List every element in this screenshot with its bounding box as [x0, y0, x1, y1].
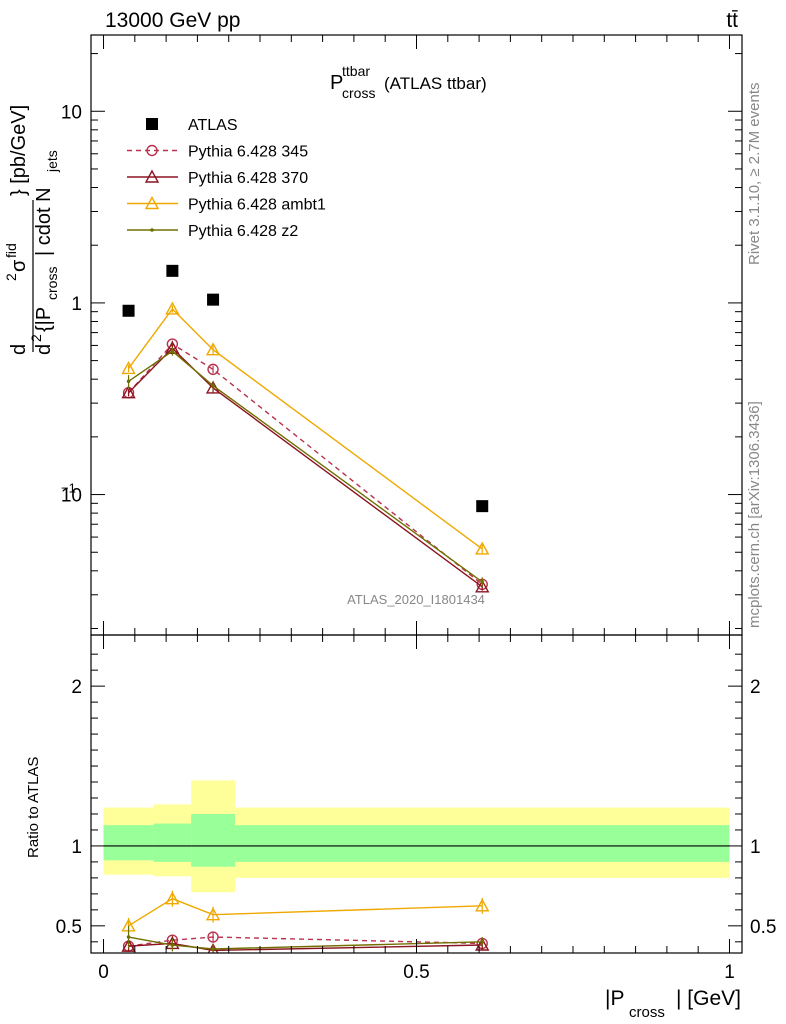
uncertainty-band-green — [153, 823, 192, 862]
ratio-point — [165, 891, 180, 905]
ratio-panel-frame — [90, 634, 743, 954]
series-line — [128, 347, 483, 588]
y-label-denominator-sub: cross — [44, 267, 60, 300]
legend-marker — [150, 228, 154, 232]
y-tick-label-exponent: −1 — [61, 481, 76, 496]
y-label-sigma: σ — [8, 259, 30, 272]
legend-marker — [146, 144, 158, 157]
plot-title-suffix: (ATLAS ttbar) — [384, 74, 487, 93]
legend-label: ATLAS — [188, 117, 238, 134]
y-label-units: } [pb/GeV] — [8, 105, 30, 196]
series-point — [211, 383, 215, 388]
x-tick-label: 1 — [724, 962, 735, 983]
y-tick-label: 10 — [61, 102, 82, 123]
y-tick-label: 1 — [71, 294, 82, 315]
y-label-sigma-sup2: fid — [3, 243, 19, 258]
uncertainty-band-green — [234, 825, 730, 862]
data-point — [166, 264, 179, 277]
plot-title-superscript: ttbar — [342, 63, 370, 79]
ratio-point — [207, 942, 219, 953]
series-point — [475, 579, 490, 593]
rivet-version-label: Rivet 3.1.10, ≥ 2.7M events — [746, 83, 763, 266]
y-tick-label: 10 — [61, 486, 82, 507]
ratio-line — [128, 936, 483, 947]
ratio-point — [475, 898, 490, 912]
legend-marker — [146, 118, 158, 130]
x-axis-label: |P cross | [GeV] — [605, 987, 741, 1021]
series-point — [480, 580, 485, 584]
ratio-y-tick-label-right: 1 — [750, 837, 761, 858]
ratio-point — [211, 947, 215, 951]
analysis-id-label: ATLAS_2020_I1801434 — [347, 592, 485, 607]
plot-title-main: P — [330, 72, 343, 94]
ratio-point — [475, 937, 490, 951]
y-label-d-bottom: d — [33, 344, 55, 355]
series-point — [126, 379, 131, 384]
ratio-line — [128, 897, 483, 927]
ratio-line — [128, 936, 483, 950]
ratio-y-tick-label-right: 2 — [750, 677, 761, 698]
series-point — [121, 385, 136, 399]
plot-title-subscript: cross — [342, 85, 375, 101]
x-label-main: |P — [605, 987, 624, 1010]
ratio-point — [121, 938, 136, 952]
legend-label: Pythia 6.428 370 — [188, 170, 308, 187]
legend-label: Pythia 6.428 345 — [188, 144, 308, 161]
series-point — [121, 360, 136, 375]
ratio-point — [126, 935, 131, 939]
ratio-y-tick-label: 1 — [71, 837, 82, 858]
legend-label: Pythia 6.428 z2 — [188, 223, 298, 240]
x-label-rest: | [GeV] — [676, 987, 741, 1010]
ratio-point — [170, 943, 175, 947]
y-label-denominator-sub2: jets — [44, 150, 60, 173]
process-label: tt̄ — [726, 9, 738, 32]
y-label-sigma-sup: 2 — [3, 273, 19, 281]
y-label-d-sup: 2 — [28, 334, 44, 342]
series-point — [475, 541, 490, 555]
series-point — [170, 349, 175, 353]
x-tick-label: 0 — [98, 962, 109, 983]
uncertainty-band-green — [191, 813, 235, 867]
y-axis-label-ratio: Ratio to ATLAS — [25, 757, 42, 858]
plot-title: P ttbar cross (ATLAS ttbar) — [330, 63, 487, 101]
ratio-y-tick-label: 2 — [71, 677, 82, 698]
ratio-y-tick-label: 0.5 — [56, 917, 82, 938]
y-axis-label-main: d 2 σ fid d 2 {|P cross | cdot N jets } … — [3, 105, 60, 355]
ratio-point — [480, 940, 485, 944]
series-point — [205, 342, 221, 356]
data-point — [122, 304, 135, 317]
ratio-point — [207, 931, 219, 943]
ratio-y-tick-label-right: 0.5 — [750, 917, 776, 938]
series-point — [207, 363, 219, 376]
x-tick-label: 0.5 — [403, 962, 429, 983]
series-point — [165, 301, 180, 315]
series-line — [128, 350, 483, 583]
legend-marker — [144, 169, 160, 183]
data-point — [207, 293, 220, 306]
legend: ATLAS Pythia 6.428 345 Pythia 6.428 370 Pyt… — [127, 117, 326, 240]
mcplots-label: mcplots.cern.ch [arXiv:1306.3436] — [746, 401, 763, 628]
x-label-sub: cross — [629, 1004, 665, 1021]
uncertainty-band-green — [103, 825, 154, 861]
series-line — [127, 307, 483, 550]
data-point — [476, 500, 489, 513]
legend-marker — [144, 196, 160, 210]
ratio-point — [205, 907, 221, 921]
y-label-denominator: {|P — [33, 307, 55, 332]
y-label-d-top: d — [8, 344, 30, 355]
energy-label: 13000 GeV pp — [105, 9, 240, 32]
y-label-denominator-rest: | cdot N — [33, 187, 55, 256]
legend-label: Pythia 6.428 ambt1 — [188, 197, 326, 214]
